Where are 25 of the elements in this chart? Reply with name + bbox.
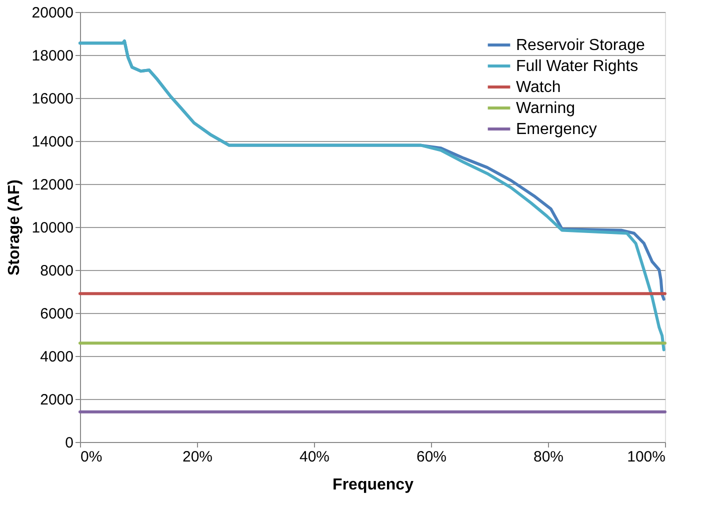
- y-tick-label: 14000: [32, 134, 74, 150]
- y-tick-label: 20000: [32, 4, 74, 22]
- y-tick-label: 16000: [32, 90, 74, 108]
- y-tick-label: 0: [65, 434, 74, 452]
- legend-label: Full Water Rights: [516, 58, 638, 75]
- x-tick-label: 40%: [299, 448, 330, 466]
- legend-label: Reservoir Storage: [516, 37, 646, 54]
- x-tick-label: 0%: [80, 448, 102, 466]
- y-tick-label: 2000: [40, 392, 74, 408]
- x-axis-title: Frequency: [332, 476, 414, 494]
- legend-label: Watch: [516, 79, 561, 96]
- legend-label: Warning: [516, 100, 575, 117]
- y-tick-label: 18000: [32, 48, 74, 64]
- x-tick-label: 100%: [627, 448, 666, 466]
- y-tick-label: 8000: [40, 262, 74, 280]
- line-series: [78, 40, 666, 352]
- x-tick-label: 20%: [182, 448, 213, 466]
- y-tick-label: 12000: [32, 176, 74, 194]
- y-tick-label: 4000: [40, 348, 74, 366]
- x-tick-label: 80%: [533, 448, 564, 466]
- y-tick-label: 10000: [32, 220, 74, 236]
- y-tick-label: 6000: [40, 306, 74, 322]
- legend-label: Emergency: [516, 121, 597, 138]
- y-axis-title: Storage (AF): [6, 180, 23, 276]
- x-tick-label: 60%: [416, 448, 447, 466]
